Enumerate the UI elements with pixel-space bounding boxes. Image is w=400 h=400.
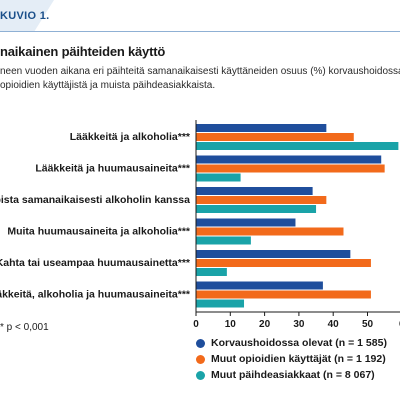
legend-label: Muut päihdeasiakkaat (n = 8 067) [211, 369, 375, 381]
x-tick-label: 20 [259, 319, 271, 330]
header-divider [0, 31, 400, 32]
legend-label: Muut opioidien käyttäjät (n = 1 192) [211, 353, 386, 365]
category-label: ääkkeitä, alkoholia ja huumausaineita*** [0, 289, 191, 301]
category-label: Lääkkeitä ja huumausaineita*** [35, 163, 191, 175]
bar [196, 142, 399, 150]
chart-legend: Korvaushoidossa olevat (n = 1 585) Muut … [196, 336, 387, 384]
x-tick-label: 30 [293, 319, 305, 330]
x-tick-label: 50 [362, 319, 374, 330]
bar [196, 236, 251, 245]
bar [196, 290, 371, 299]
bar [196, 259, 371, 267]
bar [196, 124, 327, 132]
chart-subtitle-line: neen vuoden aikana eri päihteitä samanai… [0, 66, 400, 77]
legend-item: Muut opioidien käyttäjät (n = 1 192) [196, 352, 387, 366]
bar [196, 227, 344, 236]
category-label: Lääkkeitä ja alkoholia*** [70, 131, 191, 143]
bar [196, 164, 385, 173]
chart-title: naikainen päihteiden käyttö [0, 44, 166, 59]
chart-subtitle-line: opioidien käyttäjistä ja muista päihdeas… [0, 80, 216, 91]
legend-label: Korvaushoidossa olevat (n = 1 585) [211, 337, 387, 349]
significance-footnote: * p < 0,001 [0, 322, 49, 333]
legend-swatch [196, 338, 205, 348]
figure-tag-text: KUVIO 1. [0, 10, 50, 22]
bar [196, 133, 354, 141]
x-tick-label: 0 [193, 319, 199, 330]
bar [196, 173, 241, 182]
category-label: Kahta tai useampaa huumausainetta*** [0, 257, 191, 269]
bar [196, 250, 351, 258]
legend-swatch [196, 370, 205, 380]
bar [196, 299, 245, 308]
bar [196, 205, 317, 213]
bar [196, 268, 227, 276]
category-label: Muita huumausaineita ja alkoholia*** [7, 226, 191, 238]
category-label: abista samanaikaisesti alkoholin kanssa [0, 194, 190, 206]
x-tick-label: 10 [225, 319, 237, 330]
figure-tag: KUVIO 1. [0, 0, 58, 32]
bar [196, 196, 327, 204]
bar [196, 218, 296, 227]
bar [196, 155, 382, 164]
x-tick-label: 40 [328, 319, 340, 330]
legend-item: Muut päihdeasiakkaat (n = 8 067) [196, 368, 387, 382]
legend-item: Korvaushoidossa olevat (n = 1 585) [196, 336, 387, 350]
legend-swatch [196, 354, 205, 364]
bar [196, 281, 323, 290]
bar [196, 187, 313, 195]
